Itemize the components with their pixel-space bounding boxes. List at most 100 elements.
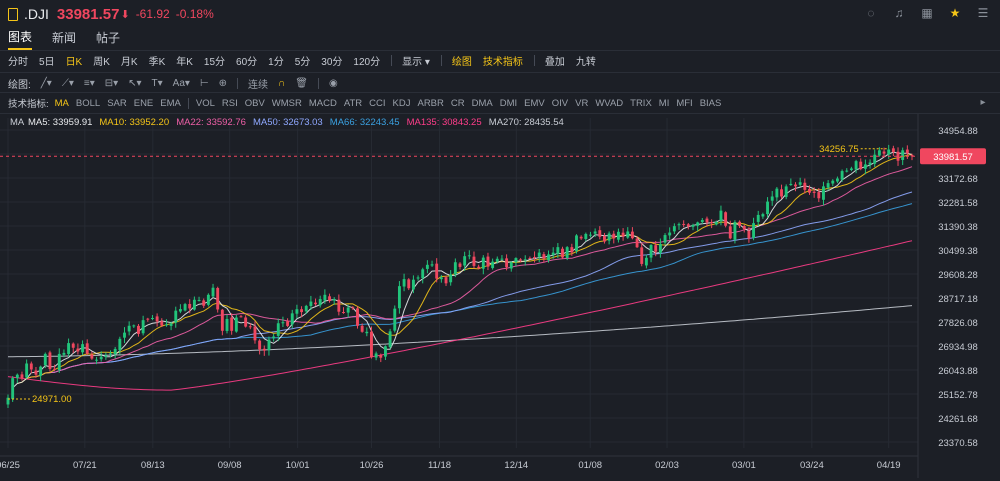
menu-icon[interactable]: ☰: [977, 6, 989, 20]
candle-body: [742, 226, 746, 230]
indicator-cr[interactable]: CR: [450, 97, 465, 109]
period-0[interactable]: 分时: [8, 56, 28, 68]
tab-news[interactable]: 新闻: [52, 31, 77, 45]
indicator-bar: 技术指标: MA BOLL SAR ENE EMA VOL RSI OBV WMSR MACD AT…: [0, 92, 1000, 111]
candle-body: [537, 252, 541, 257]
candle-body: [803, 182, 807, 190]
candle-body: [561, 248, 564, 258]
candle-body: [383, 346, 387, 357]
indicator-ema[interactable]: EMA: [160, 97, 181, 109]
indicator-vr[interactable]: VR: [575, 97, 589, 109]
candle-body: [481, 257, 485, 269]
chart-svg[interactable]: 34954.8834063.9833172.6832281.5831390.38…: [0, 114, 1000, 478]
indicator-cci[interactable]: CCI: [369, 97, 386, 109]
period-8[interactable]: 60分: [236, 56, 258, 68]
indicator-oiv[interactable]: OIV: [551, 97, 569, 109]
display-dropdown[interactable]: 显示 ▾: [402, 56, 430, 68]
period-12[interactable]: 120分: [353, 56, 381, 68]
line-tool-icon[interactable]: ╱▾: [40, 77, 52, 89]
candle-body: [155, 316, 159, 322]
candle-body: [747, 230, 751, 239]
ma22-line: [26, 166, 913, 379]
x-tick-label: 01/08: [578, 460, 602, 471]
star-icon[interactable]: ★: [949, 6, 961, 20]
magnet-icon[interactable]: ∩: [278, 77, 286, 89]
candlestick-chart[interactable]: 34954.8834063.9833172.6832281.5831390.38…: [0, 113, 1000, 478]
indicator-dmi[interactable]: DMI: [499, 97, 518, 109]
period-1[interactable]: 5日: [39, 56, 55, 68]
y-tick-label: 24261.68: [938, 414, 978, 425]
collapse-icon[interactable]: ▸: [980, 97, 986, 108]
candle-body: [495, 258, 499, 262]
tech-indicator-toggle[interactable]: 技术指标: [482, 56, 523, 68]
ray-tool-icon[interactable]: ⟋▾: [61, 77, 74, 89]
indicator-wmsr[interactable]: WMSR: [271, 97, 302, 109]
grid-icon[interactable]: ▦: [921, 6, 933, 20]
period-3[interactable]: 周K: [93, 56, 110, 68]
candle-body: [248, 326, 252, 328]
indicator-ene[interactable]: ENE: [133, 97, 154, 109]
period-5[interactable]: 季K: [148, 56, 166, 68]
indicator-macd[interactable]: MACD: [308, 97, 337, 109]
arrow-tool-icon[interactable]: ↖▾: [128, 77, 142, 89]
indicator-rsi[interactable]: RSI: [221, 97, 238, 109]
candle-body: [425, 264, 429, 269]
period-2[interactable]: 日K: [65, 56, 83, 68]
candle-body: [677, 224, 681, 226]
candle-body: [85, 343, 89, 354]
candle-body: [682, 223, 686, 225]
zoom-icon[interactable]: ⊕: [218, 77, 228, 89]
indicator-obv[interactable]: OBV: [244, 97, 265, 109]
ruler-icon[interactable]: ⊢: [199, 77, 209, 89]
period-6[interactable]: 年K: [176, 56, 193, 68]
indicator-mi[interactable]: MI: [658, 97, 670, 109]
indicator-dma[interactable]: DMA: [471, 97, 493, 109]
indicator-kdj[interactable]: KDJ: [392, 97, 411, 109]
candle-body: [780, 189, 783, 197]
text-tool-icon[interactable]: T▾: [151, 77, 163, 89]
channel-tool-icon[interactable]: ≡▾: [83, 77, 95, 89]
indicator-boll[interactable]: BOLL: [75, 97, 101, 109]
tab-posts[interactable]: 帖子: [96, 31, 121, 45]
period-4[interactable]: 月K: [120, 56, 138, 68]
indicator-mfi[interactable]: MFI: [676, 97, 693, 109]
candle-body: [104, 355, 108, 357]
legend-ma66: MA66: 32243.45: [330, 117, 400, 128]
period-bar: 分时 5日 日K 周K 月K 季K 年K 15分 60分 1分 5分 30分 120分 显示 ▾ 绘图 技术指…: [0, 50, 1000, 69]
eye-icon[interactable]: ◉: [328, 77, 338, 89]
trash-icon[interactable]: 🗑: [295, 77, 308, 89]
indicator-emv[interactable]: EMV: [524, 97, 545, 109]
ma50-line: [35, 191, 913, 378]
indicator-vol[interactable]: VOL: [195, 97, 215, 109]
candle-body: [603, 235, 606, 242]
period-10[interactable]: 5分: [294, 56, 311, 68]
fib-tool-icon[interactable]: ⊟▾: [104, 77, 119, 89]
overlay-button[interactable]: 叠加: [544, 56, 565, 68]
down-arrow-icon: ⬇: [120, 8, 130, 21]
settings-icon[interactable]: ◌: [867, 6, 875, 20]
candle-body: [752, 223, 756, 238]
nine-turn-button[interactable]: 九转: [575, 56, 596, 68]
indicator-sar[interactable]: SAR: [107, 97, 127, 109]
period-9[interactable]: 1分: [268, 56, 284, 68]
candle-body: [397, 286, 401, 309]
candle-body: [57, 353, 61, 371]
period-11[interactable]: 30分: [321, 56, 343, 68]
indicator-atr[interactable]: ATR: [343, 97, 363, 109]
indicator-bias[interactable]: BIAS: [699, 97, 722, 109]
candle-body: [202, 300, 206, 306]
indicator-arbr[interactable]: ARBR: [417, 97, 444, 109]
period-7[interactable]: 15分: [203, 56, 226, 68]
indicator-trix[interactable]: TRIX: [630, 97, 652, 109]
symbol-label: .DJI: [24, 6, 49, 22]
index-flag-icon: [8, 7, 18, 21]
candle-body: [15, 374, 19, 379]
tab-chart[interactable]: 图表: [8, 28, 33, 50]
font-tool-icon[interactable]: Aa▾: [172, 77, 190, 89]
ma5-line: [12, 151, 913, 389]
draw-toggle[interactable]: 绘图: [451, 56, 472, 68]
indicator-wvad[interactable]: WVAD: [595, 97, 624, 109]
bell-icon[interactable]: ♫: [894, 6, 904, 20]
indicator-ma[interactable]: MA: [54, 97, 69, 109]
connect-toggle[interactable]: 连续: [248, 79, 269, 91]
